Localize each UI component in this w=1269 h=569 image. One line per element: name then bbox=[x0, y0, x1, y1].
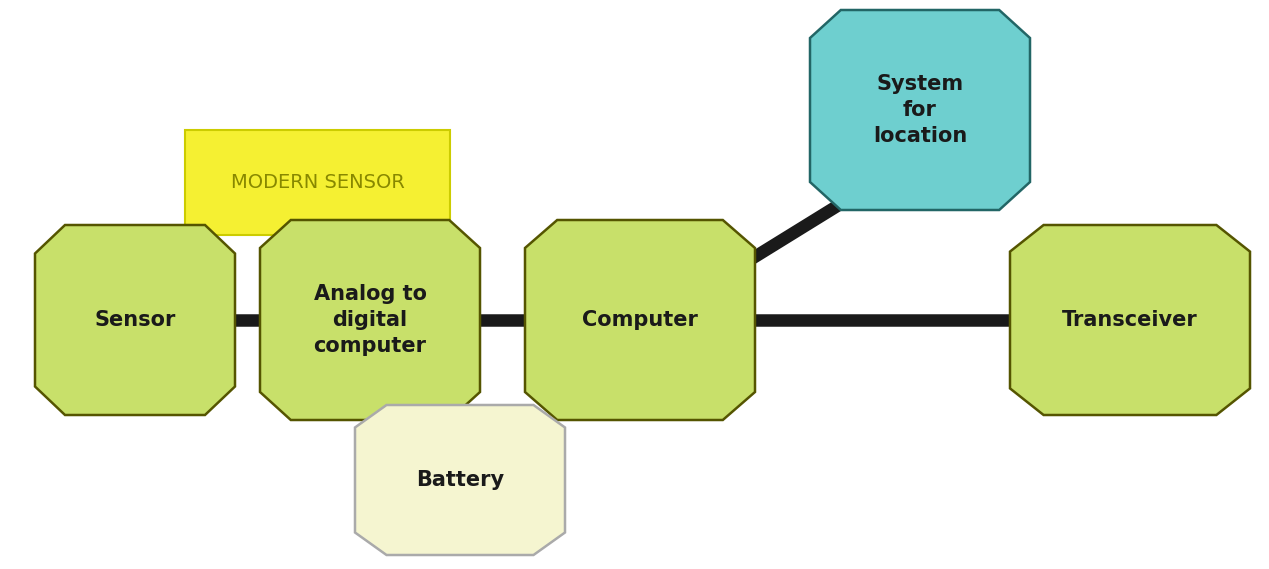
Text: Computer: Computer bbox=[582, 310, 698, 330]
Text: Transceiver: Transceiver bbox=[1062, 310, 1198, 330]
Polygon shape bbox=[1010, 225, 1250, 415]
Text: MODERN SENSOR: MODERN SENSOR bbox=[231, 173, 405, 192]
Polygon shape bbox=[355, 405, 565, 555]
Polygon shape bbox=[810, 10, 1030, 210]
Text: System
for
location: System for location bbox=[873, 73, 967, 146]
FancyBboxPatch shape bbox=[185, 130, 450, 235]
Text: Analog to
digital
computer: Analog to digital computer bbox=[313, 283, 426, 356]
Polygon shape bbox=[36, 225, 235, 415]
Text: Sensor: Sensor bbox=[94, 310, 175, 330]
Polygon shape bbox=[525, 220, 755, 420]
Text: Battery: Battery bbox=[416, 470, 504, 490]
Polygon shape bbox=[260, 220, 480, 420]
